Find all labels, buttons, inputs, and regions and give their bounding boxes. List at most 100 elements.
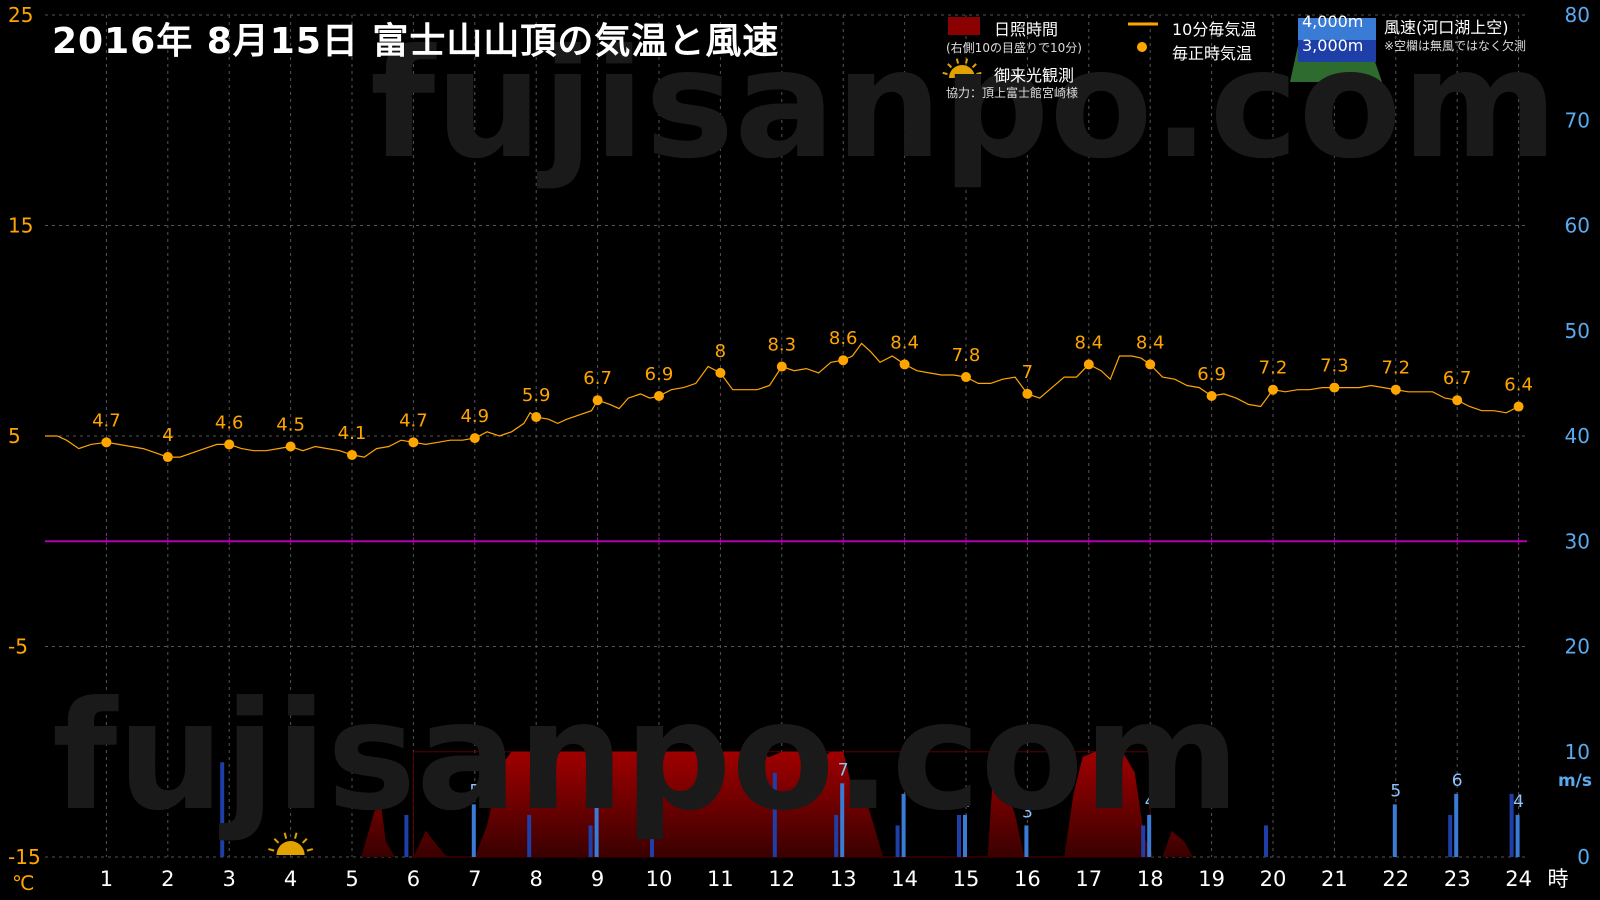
left-axis-unit: ℃ — [12, 871, 34, 895]
hourly-temp-point — [162, 452, 173, 463]
legend-goraiko-ray — [942, 71, 948, 76]
goraiko-sun-ray — [306, 848, 314, 852]
hourly-temp-label: 7.8 — [952, 345, 981, 366]
legend-goraiko-ray — [947, 63, 953, 69]
x-axis-tick: 2 — [161, 867, 174, 891]
wind-bar-3000m — [834, 814, 839, 857]
left-axis-tick: 15 — [8, 214, 33, 238]
wind-bar-4000m — [840, 783, 845, 857]
wind-bar-3000m — [1448, 814, 1453, 857]
wind-label: 7 — [838, 760, 849, 780]
x-axis-tick: 21 — [1321, 867, 1348, 891]
right-axis-unit: m/s — [1558, 771, 1592, 791]
hourly-temp-point — [408, 437, 419, 448]
left-axis-tick: 5 — [8, 424, 21, 448]
hourly-temp-label: 5.9 — [522, 385, 551, 406]
hourly-temp-label: 4.7 — [92, 410, 121, 431]
wind-bar-4000m — [1392, 804, 1397, 857]
wind-label: 4 — [1145, 792, 1156, 812]
wind-bar-3000m — [1264, 825, 1268, 857]
right-axis-tick: 10 — [1565, 740, 1590, 764]
right-axis-tick: 70 — [1565, 108, 1590, 132]
x-axis-tick: 4 — [284, 867, 297, 891]
legend-goraiko-ray — [955, 58, 960, 64]
wind-label: 6 — [1452, 771, 1463, 791]
hourly-temp-point — [1390, 384, 1401, 395]
wind-bar-3000m — [527, 814, 532, 857]
hourly-temp-point — [961, 372, 971, 383]
hourly-temp-point — [1083, 359, 1094, 370]
hourly-temp-point — [1268, 384, 1278, 395]
legend-goraiko-label: 御来光観測 — [994, 66, 1075, 85]
hourly-temp-point — [776, 361, 787, 372]
legend-goraiko-icon — [949, 65, 975, 78]
wind-label: 6 — [899, 771, 910, 791]
wind-label: 3 — [1022, 802, 1033, 822]
hourly-temp-point — [1513, 401, 1524, 412]
x-axis-tick: 19 — [1198, 867, 1225, 891]
x-axis-tick: 8 — [530, 867, 543, 891]
x-axis-tick: 10 — [646, 867, 673, 891]
hourly-temp-point — [1145, 359, 1156, 370]
legend-sunshine-note: (右側10の目盛りで10分) — [946, 41, 1082, 55]
wind-bar-4000m — [1147, 814, 1152, 857]
hourly-temp-point — [101, 437, 112, 448]
hourly-temp-point — [1022, 388, 1033, 399]
hourly-temp-label: 6.4 — [1504, 375, 1533, 396]
right-axis-tick: 20 — [1565, 635, 1590, 659]
hourly-temp-label: 8 — [715, 341, 726, 362]
left-axis-tick: -5 — [8, 635, 28, 659]
wind-bar-3000m — [895, 825, 900, 857]
hourly-temp-label: 4.9 — [460, 406, 489, 427]
legend-wind-3000m-swatch — [1298, 40, 1376, 62]
wind-bar-3000m — [957, 814, 961, 857]
legend-temp10-label: 10分毎気温 — [1172, 20, 1257, 39]
hourly-temp-label: 8.4 — [890, 332, 919, 353]
wind-label: 5 — [1390, 781, 1401, 801]
wind-bar-3000m — [404, 814, 409, 857]
wind-bar-4000m — [1024, 825, 1029, 857]
x-axis-unit: 時 — [1548, 867, 1569, 891]
left-axis-tick: -15 — [8, 845, 41, 869]
hourly-temp-label: 6.7 — [583, 368, 612, 389]
goraiko-sun-ray — [301, 838, 308, 844]
x-axis-tick: 3 — [223, 867, 236, 891]
hourly-temp-label: 4 — [162, 425, 173, 446]
chart-title: 2016年 8月15日 富士山山頂の気温と風速 — [52, 21, 780, 62]
wind-bar-3000m — [588, 825, 593, 857]
hourly-temp-label: 8.4 — [1136, 332, 1165, 353]
x-axis-tick: 15 — [953, 867, 980, 891]
hourly-temp-point — [347, 449, 357, 460]
goraiko-sun-ray — [283, 832, 288, 839]
x-axis-tick: 9 — [591, 867, 604, 891]
x-axis-tick: 17 — [1075, 867, 1102, 891]
hourly-temp-point — [469, 433, 480, 444]
legend-wind-note: ※空欄は無風ではなく欠測 — [1384, 39, 1527, 53]
legend-goraiko-ray — [976, 71, 982, 76]
right-axis-tick: 60 — [1565, 214, 1590, 238]
right-axis-tick: 30 — [1565, 529, 1590, 553]
x-axis-tick: 5 — [345, 867, 358, 891]
x-axis-tick: 22 — [1382, 867, 1409, 891]
x-axis-tick: 23 — [1444, 867, 1471, 891]
x-axis-tick: 11 — [707, 867, 734, 891]
wind-label: 5 — [469, 781, 480, 801]
wind-bar-4000m — [1454, 793, 1459, 857]
hourly-temp-label: 8.3 — [767, 335, 796, 356]
legend-sunshine-label: 日照時間 — [994, 20, 1059, 39]
goraiko-sun-ray — [268, 848, 275, 852]
wind-label: 4 — [961, 792, 972, 812]
wind-bar-4000m — [471, 804, 476, 857]
x-axis-tick: 1 — [100, 867, 113, 891]
watermark-bottom: fujisanpo.com — [52, 670, 1240, 844]
hourly-temp-label: 6.7 — [1443, 368, 1472, 389]
hourly-temp-label: 6.9 — [645, 364, 674, 385]
hourly-temp-point — [838, 355, 849, 366]
right-axis-tick: 0 — [1577, 845, 1590, 869]
wind-bar-4000m — [963, 814, 967, 857]
wind-bar-3000m — [772, 772, 777, 857]
x-axis-tick: 20 — [1260, 867, 1287, 891]
hourly-temp-label: 8.6 — [829, 328, 858, 349]
legend-hourly-swatch — [1137, 42, 1147, 52]
